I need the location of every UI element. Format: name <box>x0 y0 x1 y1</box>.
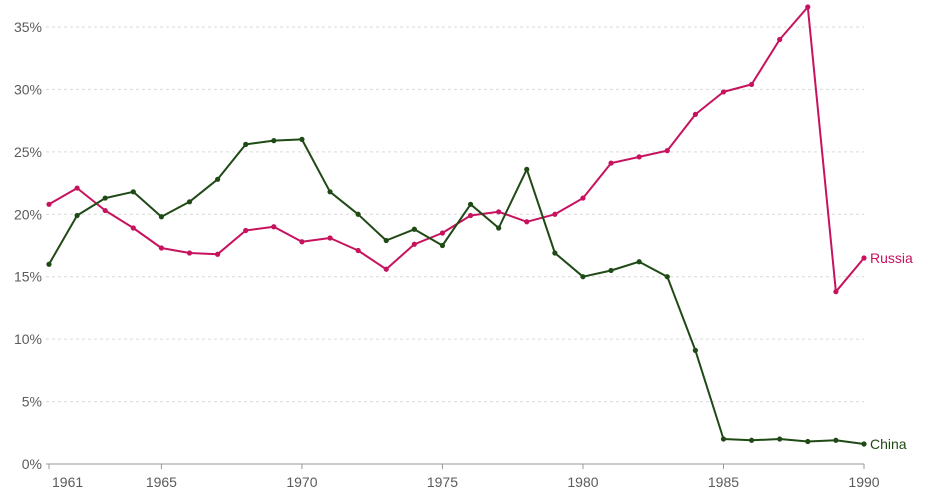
data-point-russia <box>383 266 389 272</box>
data-point-china <box>861 441 867 447</box>
data-point-china <box>243 141 249 147</box>
data-point-china <box>692 347 698 353</box>
data-point-china <box>383 237 389 244</box>
data-point-russia <box>130 225 136 231</box>
data-point-china <box>327 189 333 195</box>
data-point-china <box>748 437 755 443</box>
series-labels: Russia China <box>870 250 913 452</box>
data-point-russia <box>833 289 839 295</box>
data-point-china <box>777 436 783 442</box>
x-tick-label: 1961 <box>52 474 83 490</box>
y-tick-label: 0% <box>22 456 42 472</box>
x-tick-label: 1975 <box>427 474 458 490</box>
data-point-china <box>833 437 839 443</box>
data-point-russia <box>102 207 108 214</box>
data-point-russia <box>777 36 783 43</box>
data-point-china <box>496 225 502 231</box>
series-label-russia: Russia <box>870 250 913 266</box>
data-point-russia <box>664 148 670 154</box>
data-point-china <box>158 214 165 220</box>
y-tick-label: 5% <box>22 394 42 410</box>
data-point-russia <box>271 224 277 230</box>
data-point-russia <box>692 111 698 117</box>
data-point-russia <box>524 219 530 225</box>
data-point-china <box>608 267 614 274</box>
data-point-russia <box>580 195 586 201</box>
data-point-china <box>299 136 305 142</box>
data-point-china <box>467 201 474 207</box>
data-point-china <box>355 211 361 217</box>
data-point-china <box>74 212 80 219</box>
series-line-russia <box>48 6 865 293</box>
data-point-russia <box>439 230 446 236</box>
data-point-russia <box>186 250 193 256</box>
x-axis: 1961 1965 1970 1975 1980 1985 1990 <box>46 463 880 490</box>
data-point-china <box>439 242 446 249</box>
x-tick-label: 1990 <box>848 474 879 490</box>
data-point-russia <box>46 201 52 207</box>
series-line-china <box>48 138 865 445</box>
data-point-russia <box>861 255 867 261</box>
data-point-china <box>186 199 193 205</box>
x-tick-label: 1965 <box>146 474 177 490</box>
data-point-russia <box>411 241 417 247</box>
data-point-china <box>720 436 727 442</box>
data-point-russia <box>748 81 755 88</box>
data-point-china <box>46 261 52 267</box>
y-tick-label: 25% <box>14 144 42 160</box>
data-point-china <box>664 274 670 280</box>
data-point-russia <box>299 239 305 245</box>
x-tick-label: 1980 <box>567 474 598 490</box>
data-point-russia <box>467 212 474 219</box>
x-tick-label: 1985 <box>708 474 739 490</box>
gridlines <box>46 26 864 403</box>
data-point-china <box>580 274 586 280</box>
data-point-china <box>215 176 221 182</box>
y-tick-label: 20% <box>14 206 42 222</box>
data-point-russia <box>636 154 642 160</box>
y-tick-label: 10% <box>14 331 42 347</box>
data-point-russia <box>805 4 811 10</box>
data-point-russia <box>720 89 727 95</box>
series-lines <box>46 4 867 447</box>
x-tick-label: 1970 <box>286 474 317 490</box>
data-point-russia <box>158 245 165 251</box>
data-point-china <box>524 166 530 172</box>
data-point-russia <box>327 235 333 241</box>
y-tick-label: 35% <box>14 19 42 35</box>
data-point-russia <box>74 185 80 191</box>
data-point-china <box>805 438 811 445</box>
data-point-china <box>271 138 277 144</box>
data-point-china <box>102 195 108 201</box>
data-point-russia <box>552 211 558 217</box>
data-point-china <box>411 226 417 232</box>
data-point-russia <box>355 247 361 254</box>
data-point-china <box>130 189 136 195</box>
data-point-china <box>552 250 558 256</box>
data-point-china <box>636 259 642 265</box>
data-point-russia <box>496 209 502 215</box>
y-tick-label: 15% <box>14 269 42 285</box>
data-point-russia <box>215 251 221 257</box>
y-axis: 0% 5% 10% 15% 20% 25% 30% 35% <box>14 19 42 472</box>
data-point-russia <box>608 160 614 166</box>
y-tick-label: 30% <box>14 81 42 97</box>
data-point-russia <box>243 227 249 234</box>
series-label-china: China <box>870 436 907 452</box>
